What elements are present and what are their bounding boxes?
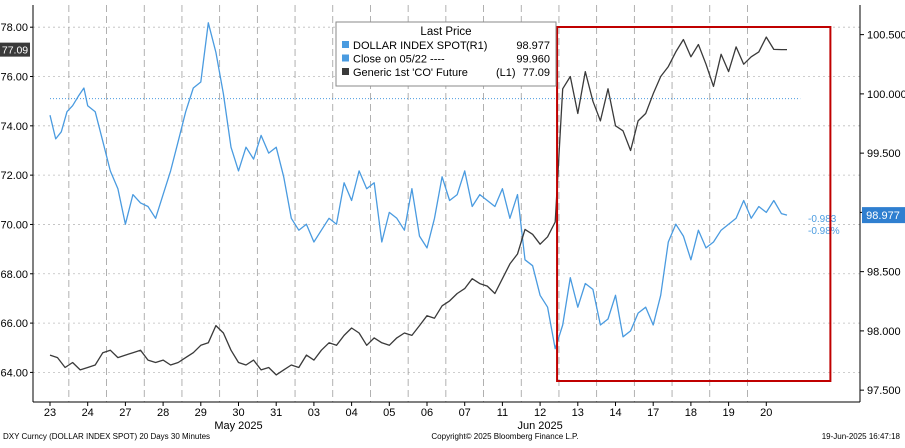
x-tick-label-15: 14 (609, 407, 621, 419)
footer-left: DXY Curncy (DOLLAR INDEX SPOT) 20 Days 3… (3, 432, 210, 441)
x-tick-label-9: 05 (383, 407, 395, 419)
x-tick-label-8: 04 (345, 407, 357, 419)
left-tick-label-5: 74.00 (0, 121, 28, 133)
right-tick-label-0: 97.500 (867, 385, 901, 397)
footer-right: 19-Jun-2025 16:47:18 (822, 432, 901, 441)
x-tick-label-6: 31 (270, 407, 282, 419)
legend-box (335, 21, 557, 87)
footer-center: Copyright© 2025 Bloomberg Finance L.P. (431, 432, 578, 441)
right-tick-label-2: 98.500 (867, 267, 901, 279)
right-tick-label-4: 99.500 (867, 148, 901, 160)
left-current-value: 77.09 (2, 45, 28, 57)
left-tick-label-2: 68.00 (0, 269, 28, 281)
legend-marker-2 (342, 68, 349, 75)
x-tick-label-4: 29 (195, 407, 207, 419)
x-tick-label-13: 12 (534, 407, 546, 419)
legend-value-0: 98.977 (516, 40, 550, 52)
legend-title: Last Price (420, 26, 471, 38)
x-tick-label-10: 06 (421, 407, 433, 419)
right-tick-label-6: 100.500 (867, 30, 905, 42)
x-tick-label-3: 28 (157, 407, 169, 419)
left-tick-label-1: 66.00 (0, 318, 28, 330)
right-current-value: 98.977 (866, 210, 900, 222)
highlight-box (556, 26, 832, 382)
x-tick-label-1: 24 (82, 407, 94, 419)
legend-marker-1 (342, 54, 349, 62)
x-tick-label-2: 27 (119, 407, 131, 419)
change-annotation-pct: -0.98% (808, 226, 840, 237)
legend-axis-tag-0: (R1) (466, 40, 487, 52)
x-tick-label-17: 18 (685, 407, 697, 419)
x-tick-label-14: 13 (572, 407, 584, 419)
x-tick-label-7: 03 (308, 407, 320, 419)
month-label-1: Jun 2025 (517, 420, 562, 432)
right-tick-label-5: 100.000 (867, 89, 905, 101)
legend-name-1: Close on 05/22 ---- (353, 54, 445, 66)
legend-name-0: DOLLAR INDEX SPOT (353, 40, 467, 52)
series-line-2 (49, 36, 787, 376)
x-tick-label-11: 07 (459, 407, 471, 419)
x-tick-label-0: 23 (44, 407, 56, 419)
month-label-0: May 2025 (214, 420, 262, 432)
x-tick-label-5: 30 (232, 407, 244, 419)
change-annotation-abs: -0.983 (808, 214, 837, 225)
right-current-tag (862, 207, 905, 224)
right-tick-label-1: 98.000 (867, 326, 901, 338)
x-tick-label-16: 17 (647, 407, 659, 419)
left-tick-label-7: 78.00 (0, 22, 28, 34)
legend-marker-0 (342, 41, 349, 48)
left-tick-label-0: 64.00 (0, 367, 28, 379)
legend-name-2: Generic 1st 'CO' Future (353, 67, 468, 79)
left-tick-label-4: 72.00 (0, 170, 28, 182)
legend-value-2: 77.09 (522, 67, 550, 79)
left-current-tag (0, 42, 30, 57)
series-line-0 (49, 22, 788, 350)
x-tick-label-18: 19 (722, 407, 734, 419)
left-tick-label-6: 76.00 (0, 72, 28, 84)
legend-axis-tag-2: (L1) (496, 67, 516, 79)
legend-value-1: 99.960 (516, 54, 550, 66)
left-tick-label-3: 70.00 (0, 219, 28, 231)
x-tick-label-19: 20 (760, 407, 772, 419)
x-tick-label-12: 11 (497, 407, 508, 419)
